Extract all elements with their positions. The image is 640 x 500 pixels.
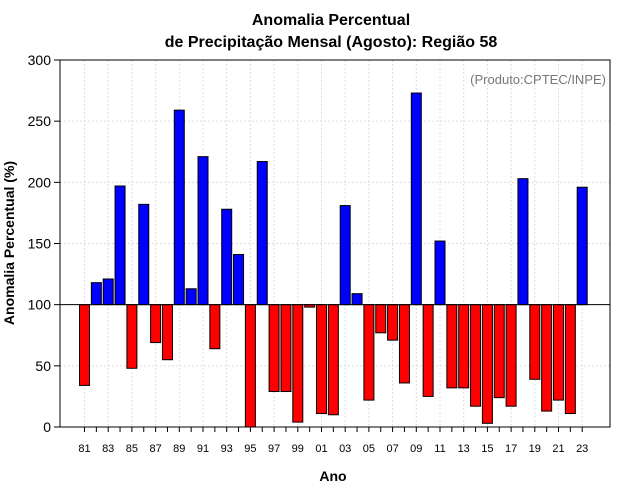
y-tick-label: 50: [35, 358, 51, 374]
bar-05: [363, 304, 375, 401]
bar-95: [244, 304, 256, 428]
chart-title-line-1: Anomalia Percentual: [252, 12, 410, 29]
bar-15: [481, 304, 493, 424]
bar-92: [209, 304, 221, 350]
x-tick-label: 97: [268, 443, 280, 455]
x-tick-label: 91: [197, 443, 209, 455]
bar-11: [434, 240, 446, 306]
bar-14: [470, 304, 482, 407]
bar-88: [161, 304, 173, 361]
bar-18: [517, 178, 529, 306]
x-tick-label: 09: [410, 443, 422, 455]
bar-21: [553, 304, 564, 401]
y-tick-label: 150: [28, 236, 52, 252]
bar-83: [102, 278, 114, 306]
bar-12: [446, 304, 458, 389]
x-tick-label: 13: [458, 443, 470, 455]
bar-06: [375, 304, 387, 334]
x-tick-label: 03: [339, 443, 351, 455]
y-axis: 0 50 100 150 200 250 300: [28, 52, 60, 435]
bar-90: [185, 288, 197, 306]
bar-99: [292, 304, 304, 423]
x-tick-label: 87: [149, 443, 161, 455]
bar-23: [576, 186, 588, 306]
bar-07: [387, 304, 399, 341]
y-tick-label: 300: [28, 52, 52, 68]
x-tick-label: 21: [552, 443, 564, 455]
x-axis: 81 83 85 87 89 91 93 95 97 99 01 03 05 07 09 11 13 15 17 19…: [78, 427, 588, 455]
bar-96: [256, 161, 268, 306]
x-tick-label: 19: [529, 443, 541, 455]
bar-81: [79, 304, 90, 386]
bar-97: [268, 304, 280, 393]
bar-94: [233, 254, 245, 306]
bar-10: [422, 304, 434, 397]
x-tick-label: 15: [481, 443, 493, 455]
bar-84: [114, 185, 126, 306]
bar-03: [339, 205, 351, 306]
bar-08: [398, 304, 410, 384]
bar-13: [458, 304, 470, 389]
x-tick-label: 01: [315, 443, 327, 455]
x-axis-title: Ano: [319, 468, 346, 484]
bar-91: [197, 156, 209, 306]
x-tick-label: 99: [292, 443, 304, 455]
bar-93: [221, 208, 233, 306]
bar-17: [505, 304, 517, 407]
x-tick-label: 23: [576, 443, 588, 455]
bar-20: [541, 304, 553, 412]
x-tick-label: 07: [386, 443, 398, 455]
bar-86: [138, 203, 150, 306]
bar-87: [150, 304, 162, 344]
x-tick-label: 05: [363, 443, 375, 455]
bar-16: [493, 304, 505, 399]
x-tick-label: 93: [221, 443, 233, 455]
bar-01: [316, 304, 327, 415]
y-tick-label: 0: [43, 419, 51, 435]
credit-label: (Produto:CPTEC/INPE): [470, 72, 606, 87]
bar-85: [126, 304, 138, 369]
x-tick-label: 11: [434, 443, 445, 455]
y-axis-title: Anomalia Percentual (%): [1, 161, 17, 325]
bars: [79, 92, 588, 428]
bar-89: [173, 109, 185, 306]
bar-22: [564, 304, 576, 415]
bar-98: [280, 304, 292, 393]
y-tick-label: 200: [28, 174, 52, 190]
bar-82: [90, 282, 102, 306]
x-tick-label: 85: [126, 443, 138, 455]
x-tick-label: 95: [244, 443, 256, 455]
chart-title-line-2: de Precipitação Mensal (Agosto): Região …: [165, 34, 498, 51]
bar-04: [351, 293, 363, 306]
bar-02: [327, 304, 339, 416]
y-tick-label: 250: [28, 113, 52, 129]
bar-19: [529, 304, 541, 380]
x-tick-label: 17: [505, 443, 517, 455]
x-tick-label: 81: [78, 443, 90, 455]
bar-09: [410, 92, 422, 306]
x-tick-label: 89: [173, 443, 185, 455]
x-tick-label: 83: [102, 443, 114, 455]
y-tick-label: 100: [28, 297, 52, 313]
